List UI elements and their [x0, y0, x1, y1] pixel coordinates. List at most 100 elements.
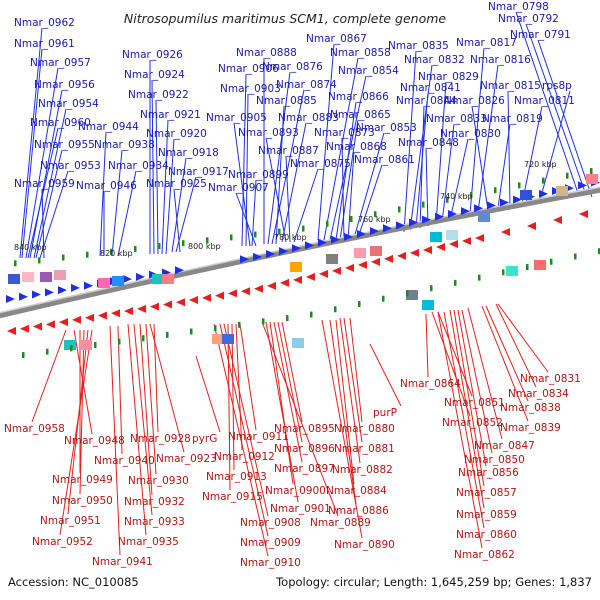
feature-box — [406, 290, 418, 300]
leader-line — [41, 188, 45, 259]
reverse-gene-label: Nmar_0940 — [94, 455, 155, 467]
leader-line — [521, 105, 543, 205]
leader-line — [285, 155, 291, 243]
tick-mark — [574, 253, 577, 260]
forward-gene — [500, 198, 509, 207]
tick-mark — [502, 269, 505, 276]
forward-gene — [318, 238, 327, 247]
feature-box — [446, 230, 458, 240]
tick-mark — [446, 196, 449, 203]
tick-mark — [470, 192, 473, 198]
leader-line — [79, 329, 85, 495]
leader-line — [335, 319, 355, 485]
forward-gene-label: Nmar_0868 — [326, 141, 387, 153]
forward-gene-label: Nmar_0829 — [418, 71, 479, 83]
reverse-gene-label: Nmar_0838 — [500, 402, 561, 414]
feature-box — [112, 276, 124, 286]
leader-line — [369, 343, 402, 407]
forward-gene-label: Nmar_0866 — [328, 91, 389, 103]
reverse-gene — [280, 278, 289, 287]
forward-gene-label: rps8p — [542, 80, 572, 92]
reverse-gene-label: Nmar_0950 — [52, 495, 113, 507]
forward-gene-label: Nmar_0918 — [158, 147, 219, 159]
tick-mark — [206, 237, 209, 244]
reverse-gene — [85, 313, 94, 322]
leader-line — [477, 64, 499, 213]
reverse-gene — [7, 326, 16, 335]
leader-line — [431, 311, 471, 417]
reverse-gene-label: purP — [373, 407, 397, 419]
forward-gene — [19, 292, 28, 301]
reverse-gene — [98, 311, 107, 320]
feature-box — [8, 274, 20, 284]
tick-mark — [262, 318, 265, 325]
reverse-gene — [46, 320, 55, 329]
reverse-gene-label: Nmar_0910 — [240, 557, 301, 569]
tick-mark — [406, 290, 409, 297]
leader-line — [265, 137, 287, 243]
reverse-gene-label: Nmar_0851 — [444, 397, 505, 409]
tick-mark — [334, 306, 337, 313]
reverse-gene — [553, 216, 562, 225]
leader-line — [21, 48, 43, 259]
leader-line — [449, 309, 485, 509]
forward-gene — [45, 288, 54, 297]
reverse-gene-label: Nmar_0932 — [124, 496, 185, 508]
leader-line — [231, 323, 235, 471]
position-tick-label: 780 kbp — [274, 233, 307, 242]
feature-box — [478, 212, 490, 222]
feature-box — [506, 266, 518, 276]
reverse-gene-label: Nmar_0923 — [156, 453, 217, 465]
tick-mark — [358, 301, 361, 307]
reverse-gene — [579, 210, 588, 219]
reverse-gene-label: Nmar_0857 — [456, 487, 517, 499]
leader-line — [277, 321, 303, 443]
feature-box — [64, 340, 76, 350]
tick-mark — [518, 182, 521, 189]
tick-mark — [302, 225, 305, 232]
reverse-gene-label: Nmar_0933 — [124, 516, 185, 528]
reverse-gene — [228, 289, 237, 298]
tick-mark — [454, 279, 457, 286]
feature-box — [326, 254, 338, 264]
feature-box — [152, 274, 164, 284]
leader-line — [347, 151, 355, 241]
reverse-gene — [163, 300, 172, 309]
leader-line — [109, 325, 121, 556]
forward-label-leaders — [19, 11, 593, 259]
leader-line — [437, 311, 483, 549]
position-tick-label: 820 kbp — [100, 249, 133, 258]
reverse-gene-label: Nmar_0941 — [92, 556, 153, 568]
forward-gene — [58, 286, 67, 295]
leader-line — [149, 323, 185, 453]
leader-line — [343, 317, 363, 443]
leader-line — [353, 132, 385, 239]
reverse-gene — [371, 257, 380, 266]
reverse-gene — [384, 254, 393, 263]
forward-gene — [136, 272, 145, 281]
reverse-gene — [20, 324, 29, 333]
leader-line — [507, 90, 511, 207]
tick-mark — [22, 352, 25, 359]
leader-line — [317, 43, 335, 241]
reverse-gene-label: Nmar_0913 — [206, 471, 267, 483]
forward-gene — [435, 212, 444, 221]
reverse-gene-label: Nmar_0831 — [520, 373, 581, 385]
tick-mark — [310, 311, 313, 318]
tick-mark — [550, 258, 553, 265]
leader-line — [349, 317, 363, 423]
forward-gene-label: Nmar_0883 — [278, 112, 339, 124]
leader-line — [241, 73, 247, 247]
leader-line — [195, 355, 221, 433]
tick-mark — [182, 240, 185, 247]
feature-box — [290, 262, 302, 272]
forward-gene — [253, 252, 262, 261]
tick-mark — [94, 341, 97, 348]
reverse-gene — [306, 272, 315, 281]
leader-line — [171, 157, 187, 253]
reverse-gene-label: Nmar_0850 — [464, 454, 525, 466]
leader-line — [139, 323, 153, 496]
reverse-gene-label: Nmar_0948 — [64, 435, 125, 447]
forward-gene-label: Nmar_0926 — [122, 49, 183, 61]
reverse-gene — [475, 233, 484, 242]
